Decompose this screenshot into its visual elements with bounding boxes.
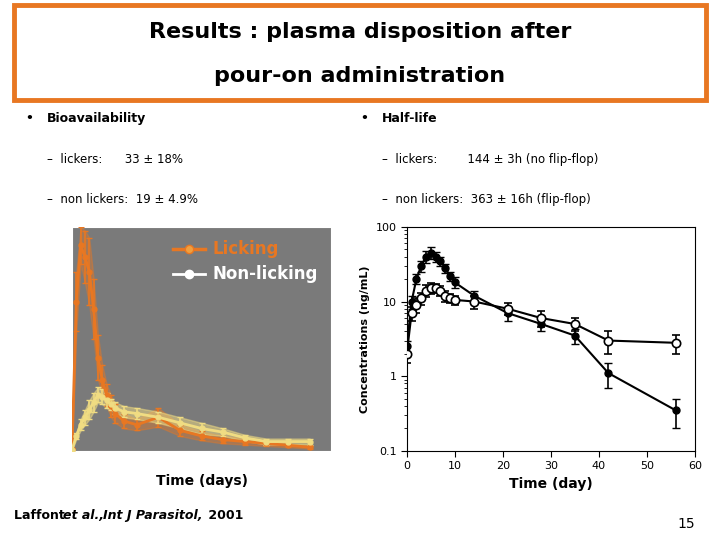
Text: Laffont: Laffont (14, 509, 70, 522)
Text: pour-on administration: pour-on administration (215, 66, 505, 86)
Text: •: • (25, 112, 33, 125)
Text: –  non lickers:  19 ± 4.9%: – non lickers: 19 ± 4.9% (47, 193, 198, 206)
Text: Int J Parasitol,: Int J Parasitol, (103, 509, 202, 522)
X-axis label: Time (day): Time (day) (509, 477, 593, 491)
Text: 15: 15 (678, 517, 695, 531)
Legend: Licking, Non-licking: Licking, Non-licking (168, 234, 324, 289)
X-axis label: Time (days): Time (days) (171, 472, 233, 483)
Text: et al.,: et al., (63, 509, 104, 522)
Text: Time (days): Time (days) (156, 474, 248, 488)
Text: •: • (360, 112, 368, 125)
Text: Half-life: Half-life (382, 112, 437, 125)
Text: 2001: 2001 (204, 509, 243, 522)
FancyBboxPatch shape (14, 5, 706, 100)
Y-axis label: Ivermectin (ng/mL): Ivermectin (ng/mL) (35, 279, 45, 399)
Text: –  lickers:        144 ± 3h (no flip-flop): – lickers: 144 ± 3h (no flip-flop) (382, 152, 598, 166)
Text: –  lickers:      33 ± 18%: – lickers: 33 ± 18% (47, 152, 183, 166)
Y-axis label: Concentrations (ng/mL): Concentrations (ng/mL) (360, 265, 370, 413)
Text: Bioavailability: Bioavailability (47, 112, 146, 125)
Text: –  non lickers:  363 ± 16h (flip-flop): – non lickers: 363 ± 16h (flip-flop) (382, 193, 590, 206)
Text: Results : plasma disposition after: Results : plasma disposition after (149, 22, 571, 42)
